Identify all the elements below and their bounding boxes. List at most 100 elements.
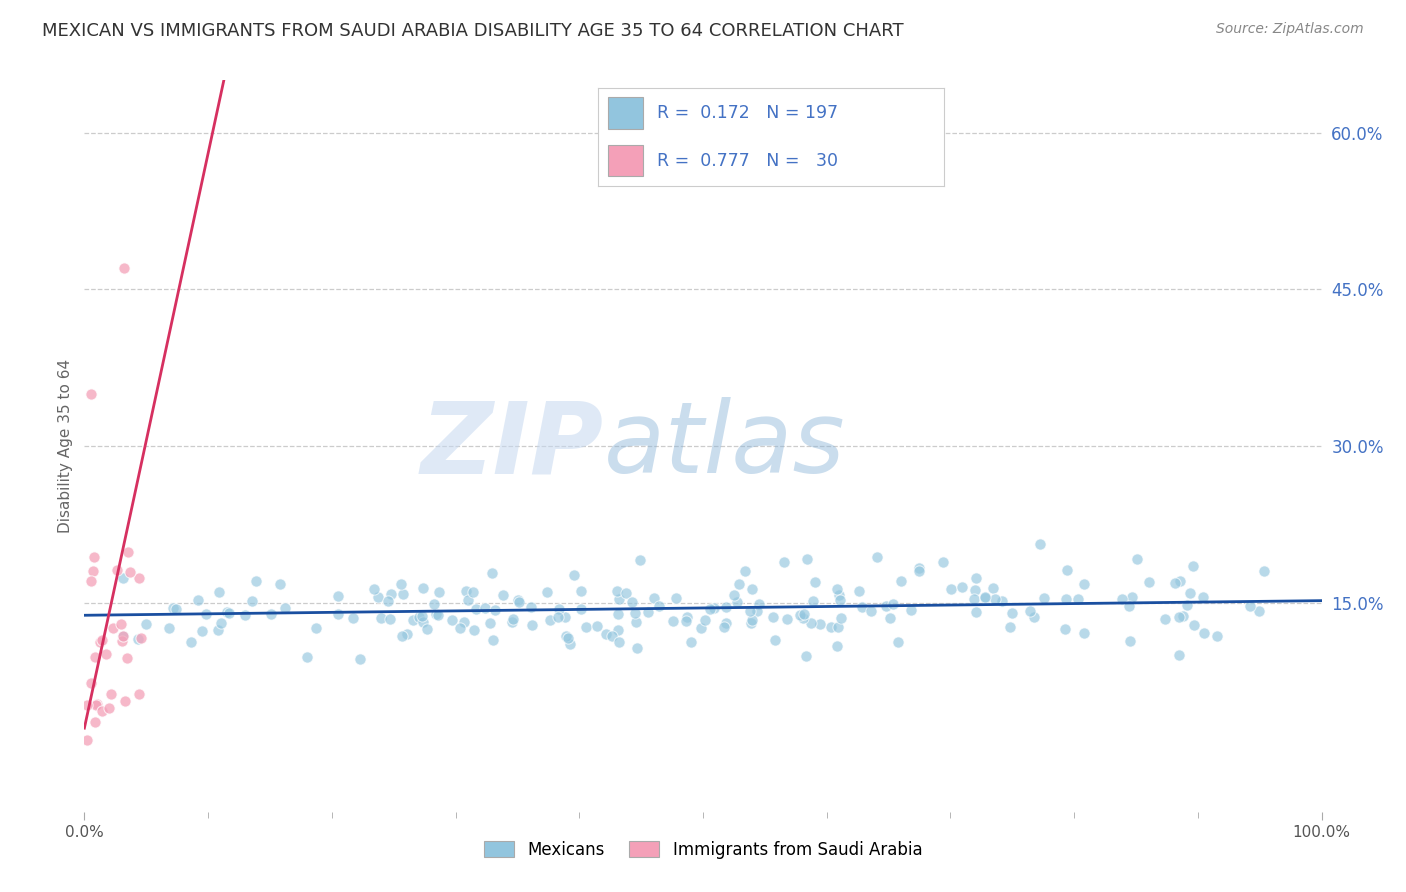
Point [606,583,628,598]
Point [208,585,231,599]
Point [112,629,135,643]
Point [260,607,283,621]
Point [180,635,202,649]
Point [741,582,763,597]
Point [1205,629,1227,643]
Point [860,604,883,618]
Text: Source: ZipAtlas.com: Source: ZipAtlas.com [1216,22,1364,37]
Point [128,687,150,701]
Point [575,620,598,634]
Point [482,633,505,648]
Point [89,635,111,649]
Point [377,594,399,608]
Point [830,610,852,624]
Point [991,593,1014,607]
Point [207,624,229,638]
Point [111,628,134,642]
Point [800,616,823,631]
Point [457,593,479,607]
Point [793,607,815,621]
Point [558,637,581,651]
Point [908,561,931,575]
Point [690,621,713,635]
Point [295,649,318,664]
Point [810,616,832,631]
Point [941,582,963,596]
Point [391,587,413,601]
Point [540,613,562,627]
Point [828,592,851,607]
Point [762,610,785,624]
Point [555,629,578,643]
Point [94,648,117,662]
Point [748,597,770,611]
Point [328,607,350,621]
Point [882,598,904,612]
Point [828,588,851,602]
Point [83,549,105,564]
Point [713,619,735,633]
Point [522,618,544,632]
Point [1029,537,1052,551]
Point [804,575,827,590]
Point [84,698,107,712]
Point [932,555,955,569]
Point [569,584,592,599]
Point [80,675,103,690]
Point [128,571,150,585]
Point [973,591,995,605]
Point [380,587,402,601]
Y-axis label: Disability Age 35 to 64: Disability Age 35 to 64 [58,359,73,533]
Point [1022,610,1045,624]
Point [908,564,931,578]
Point [129,632,152,646]
Point [1175,599,1198,613]
Point [1018,603,1040,617]
Point [887,634,910,648]
Point [117,545,139,559]
Point [851,600,873,615]
Point [110,617,132,632]
Point [1111,591,1133,606]
Point [389,577,412,591]
Point [734,565,756,579]
Point [569,601,592,615]
Point [427,585,450,599]
Point [112,261,135,276]
Point [1056,563,1078,577]
Point [1249,604,1271,618]
Point [965,605,987,619]
Point [1073,625,1095,640]
Point [76,733,98,747]
Point [825,640,848,654]
Point [728,577,751,591]
Point [91,704,114,718]
Text: atlas: atlas [605,398,845,494]
Point [628,553,651,567]
Point [820,619,842,633]
Point [600,629,623,643]
Point [661,614,683,628]
Point [699,602,721,616]
Point [665,591,688,605]
Point [950,580,973,594]
Point [776,612,799,626]
Point [714,615,737,630]
Point [1182,559,1205,574]
Point [127,632,149,646]
Point [1192,625,1215,640]
Point [890,574,912,588]
Point [519,599,541,614]
Point [1154,612,1177,626]
Point [974,590,997,604]
Point [165,602,187,616]
Point [157,622,180,636]
Point [984,591,1007,606]
Point [233,607,256,622]
Point [1168,610,1191,624]
Point [725,595,748,609]
Point [191,624,214,638]
Point [82,564,104,578]
Point [402,613,425,627]
Point [675,614,697,628]
